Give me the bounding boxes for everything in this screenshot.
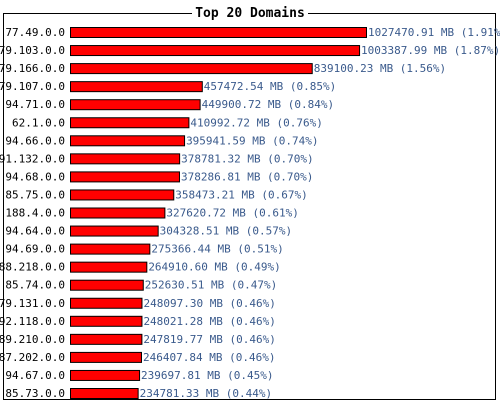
bar xyxy=(70,351,142,363)
value-label: 248097.30 MB (0.46%) xyxy=(143,297,275,310)
value-label: 839100.23 MB (1.56%) xyxy=(314,62,446,75)
category-label: 88.218.0.0 xyxy=(0,261,65,274)
category-label: 94.64.0.0 xyxy=(5,225,65,238)
bar xyxy=(70,171,180,183)
category-label: 79.103.0.0 xyxy=(0,44,65,57)
value-label: 410992.72 MB (0.76%) xyxy=(190,116,322,129)
bar xyxy=(70,135,186,147)
value-label: 247819.77 MB (0.46%) xyxy=(143,333,275,346)
bar xyxy=(70,225,159,237)
bar xyxy=(70,333,143,345)
category-label: 79.166.0.0 xyxy=(0,62,65,75)
category-label: 77.49.0.0 xyxy=(5,26,65,39)
value-label: 378781.32 MB (0.70%) xyxy=(181,152,313,165)
value-label: 378286.81 MB (0.70%) xyxy=(181,170,313,183)
chart-title: Top 20 Domains xyxy=(192,6,308,21)
bar xyxy=(70,315,143,327)
value-label: 264910.60 MB (0.49%) xyxy=(148,261,280,274)
category-label: 79.107.0.0 xyxy=(0,80,65,93)
value-label: 395941.59 MB (0.74%) xyxy=(186,134,318,147)
value-label: 234781.33 MB (0.44%) xyxy=(140,387,272,400)
value-label: 252630.51 MB (0.47%) xyxy=(145,279,277,292)
category-label: 92.118.0.0 xyxy=(0,315,65,328)
value-label: 304328.51 MB (0.57%) xyxy=(160,225,292,238)
bar xyxy=(70,297,143,309)
category-label: 85.74.0.0 xyxy=(5,279,65,292)
value-label: 449900.72 MB (0.84%) xyxy=(202,98,334,111)
category-label: 89.210.0.0 xyxy=(0,333,65,346)
value-label: 248021.28 MB (0.46%) xyxy=(143,315,275,328)
bar xyxy=(70,99,201,111)
category-label: 94.67.0.0 xyxy=(5,369,65,382)
value-label: 239697.81 MB (0.45%) xyxy=(141,369,273,382)
value-label: 327620.72 MB (0.61%) xyxy=(166,207,298,220)
category-label: 94.66.0.0 xyxy=(5,134,65,147)
bar xyxy=(70,153,181,165)
value-label: 275366.44 MB (0.51%) xyxy=(151,243,283,256)
category-label: 188.4.0.0 xyxy=(5,207,65,220)
bar xyxy=(70,27,367,38)
value-label: 358473.21 MB (0.67%) xyxy=(175,188,307,201)
category-label: 94.69.0.0 xyxy=(5,243,65,256)
category-label: 94.71.0.0 xyxy=(5,98,65,111)
category-label: 87.202.0.0 xyxy=(0,351,65,364)
category-label: 94.68.0.0 xyxy=(5,170,65,183)
category-label: 85.73.0.0 xyxy=(5,387,65,400)
bar xyxy=(70,279,144,291)
bar xyxy=(70,117,190,129)
value-label: 457472.54 MB (0.85%) xyxy=(204,80,336,93)
category-label: 62.1.0.0 xyxy=(12,116,65,129)
bar xyxy=(70,81,203,93)
bar xyxy=(70,261,148,273)
bar xyxy=(70,207,166,219)
value-label: 246407.84 MB (0.46%) xyxy=(143,351,275,364)
category-label: 79.131.0.0 xyxy=(0,297,65,310)
bar xyxy=(70,45,361,57)
chart-title-wrap: Top 20 Domains xyxy=(0,5,500,22)
bar xyxy=(70,388,139,399)
bar xyxy=(70,189,175,201)
category-label: 91.132.0.0 xyxy=(0,152,65,165)
bar xyxy=(70,243,151,255)
value-label: 1003387.99 MB (1.87%) xyxy=(361,44,500,57)
category-label: 85.75.0.0 xyxy=(5,188,65,201)
bar xyxy=(70,63,313,75)
value-label: 1027470.91 MB (1.91%) xyxy=(368,26,500,39)
bar xyxy=(70,369,141,381)
